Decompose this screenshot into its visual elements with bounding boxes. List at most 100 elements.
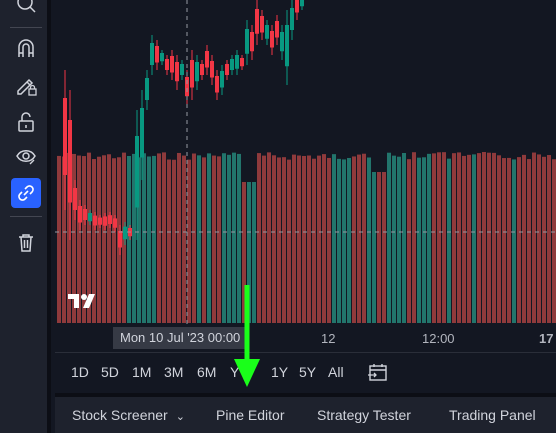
- candle-body: [170, 56, 174, 73]
- tab-trading-panel[interactable]: Trading Panel: [449, 407, 536, 423]
- volume-bar: [322, 154, 326, 323]
- volume-bar: [57, 155, 61, 323]
- volume-bar: [172, 159, 176, 323]
- volume-bar: [282, 157, 286, 323]
- candle-body: [68, 120, 72, 203]
- candle-body: [255, 9, 259, 34]
- volume-bar: [462, 155, 466, 323]
- candle-body: [295, 0, 299, 13]
- candle-body: [145, 78, 149, 100]
- tab-stock-screener[interactable]: Stock Screener ⌄: [72, 407, 185, 423]
- volume-bar: [297, 155, 301, 323]
- volume-bar: [207, 153, 211, 323]
- candle-body: [270, 31, 274, 48]
- date-range-bar: 1D 5D 1M 3M 6M Y 1Y 5Y All: [55, 352, 556, 390]
- volume-bar: [302, 155, 306, 323]
- volume-bar: [272, 155, 276, 323]
- volume-bar: [237, 153, 241, 323]
- time-axis-label: 12:00: [422, 331, 455, 346]
- volume-bar: [67, 152, 71, 323]
- volume-bar: [82, 156, 86, 323]
- volume-bar: [347, 157, 351, 323]
- sync-drawings-button[interactable]: [11, 178, 41, 208]
- volume-bar: [167, 159, 171, 323]
- volume-bar: [232, 152, 236, 323]
- pencil-lock-icon: [17, 78, 37, 96]
- volume-bar: [222, 153, 226, 323]
- date-range-icon[interactable]: [367, 361, 389, 383]
- volume-bar: [452, 153, 456, 323]
- drawing-toolbar: [0, 0, 51, 433]
- candle-body: [235, 55, 239, 69]
- candle-body: [280, 32, 284, 52]
- chevron-down-icon[interactable]: ⌄: [175, 411, 185, 423]
- volume-bar: [482, 152, 486, 323]
- volume-bar: [287, 159, 291, 323]
- volume-bar: [552, 159, 556, 323]
- volume-bar: [252, 182, 256, 323]
- range-1m-button[interactable]: 1M: [132, 364, 152, 380]
- candle-body: [250, 32, 254, 52]
- volume-bar: [97, 156, 101, 323]
- candle-body: [113, 218, 117, 228]
- volume-bar: [432, 153, 436, 323]
- range-3m-button[interactable]: 3M: [164, 364, 184, 380]
- hide-drawings-button[interactable]: [11, 141, 41, 171]
- volume-bar: [507, 157, 511, 323]
- volume-bar: [352, 156, 356, 323]
- range-ytd-button[interactable]: Y: [230, 364, 240, 380]
- candle-body: [123, 226, 127, 240]
- magnet-button[interactable]: [11, 34, 41, 64]
- lock-all-button[interactable]: [11, 107, 41, 137]
- range-5d-button[interactable]: 5D: [101, 364, 119, 380]
- volume-bar: [442, 152, 446, 323]
- price-chart[interactable]: [55, 0, 556, 327]
- range-5y-button[interactable]: 5Y: [299, 364, 317, 380]
- remove-drawings-button[interactable]: [11, 227, 41, 257]
- candle-body: [103, 216, 107, 226]
- volume-bar: [532, 152, 536, 323]
- candle-body: [290, 8, 294, 30]
- time-axis-label: 17: [539, 331, 554, 346]
- volume-bar: [277, 157, 281, 323]
- candle-body: [210, 61, 214, 78]
- chart-pane[interactable]: [55, 0, 556, 327]
- volume-bar: [187, 159, 191, 323]
- volume-bar: [212, 155, 216, 323]
- time-axis-label: 12: [321, 331, 336, 346]
- candle-body: [165, 59, 169, 70]
- volume-bar: [157, 153, 161, 323]
- range-1d-button[interactable]: 1D: [71, 364, 89, 380]
- volume-bar: [102, 155, 106, 323]
- volume-bar: [542, 156, 546, 323]
- volume-bar: [112, 158, 116, 323]
- volume-bar: [497, 155, 501, 323]
- range-1y-button[interactable]: 1Y: [271, 364, 289, 380]
- zoom-button[interactable]: [11, 0, 41, 18]
- volume-bar: [387, 152, 391, 323]
- tab-strategy-tester[interactable]: Strategy Tester: [317, 407, 411, 423]
- toolbar-divider: [10, 27, 42, 28]
- volume-bar: [337, 158, 341, 323]
- volume-bar: [437, 152, 441, 323]
- volume-bar: [527, 159, 531, 323]
- lock-drawings-button[interactable]: [11, 70, 41, 100]
- candle-body: [200, 64, 204, 75]
- zoom-icon: [17, 0, 36, 13]
- candle-body: [135, 136, 139, 208]
- candle-body: [180, 64, 184, 75]
- volume-bar: [427, 153, 431, 323]
- volume-bar: [192, 153, 196, 323]
- green-arrow-annotation: [234, 285, 260, 387]
- tab-pine-editor[interactable]: Pine Editor: [216, 407, 285, 423]
- candle-body: [93, 215, 97, 226]
- candle-body: [73, 188, 77, 210]
- range-all-button[interactable]: All: [328, 364, 344, 380]
- volume-bar: [132, 153, 136, 323]
- candle-body: [225, 64, 229, 75]
- candle-body: [185, 77, 189, 97]
- volume-bar: [502, 158, 506, 323]
- time-axis[interactable]: 12 12:00 17 Mon 10 Jul '23 00:00: [55, 327, 556, 349]
- range-6m-button[interactable]: 6M: [197, 364, 217, 380]
- toolbar-divider: [10, 216, 42, 217]
